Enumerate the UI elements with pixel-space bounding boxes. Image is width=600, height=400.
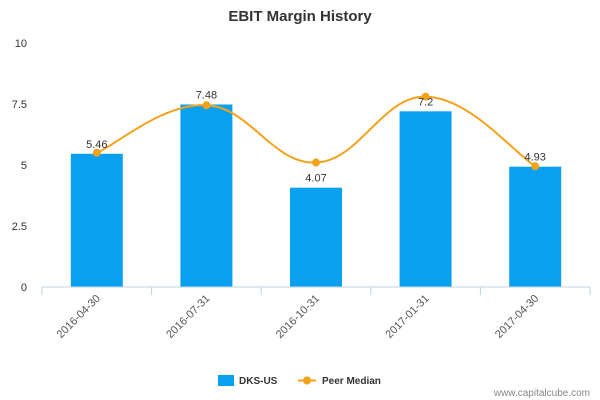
bar-data-label: 4.93 bbox=[524, 152, 545, 164]
bar-2016-04-30[interactable] bbox=[70, 153, 123, 287]
legend-label-peer-median: Peer Median bbox=[322, 376, 381, 387]
x-axis: 2016-04-30 2016-07-31 2016-10-31 2017-01-31… bbox=[41, 287, 591, 341]
peer-median-point-2016-04-30[interactable] bbox=[92, 148, 101, 157]
y-tick-label: 2.5 bbox=[12, 221, 27, 233]
bar-series bbox=[70, 104, 562, 287]
legend-swatch-bar bbox=[218, 375, 234, 386]
bar-data-label: 4.07 bbox=[305, 173, 326, 185]
y-tick-label: 7.5 bbox=[12, 99, 27, 111]
peer-median-point-2017-01-31[interactable] bbox=[421, 92, 430, 101]
x-tick-label: 2017-04-30 bbox=[493, 293, 541, 341]
peer-median-point-2016-10-31[interactable] bbox=[312, 158, 320, 167]
bar-2016-10-31[interactable] bbox=[290, 187, 342, 287]
x-tick-label: 2016-10-31 bbox=[274, 293, 322, 341]
y-tick-label: 0 bbox=[21, 282, 27, 294]
peer-median-point-2017-04-30[interactable] bbox=[531, 162, 540, 171]
bar-2016-07-31[interactable] bbox=[180, 104, 233, 287]
bar-2017-01-31[interactable] bbox=[399, 111, 452, 287]
chart-title: EBIT Margin History bbox=[228, 8, 372, 25]
legend-swatch-marker bbox=[303, 376, 311, 385]
bar-2017-04-30[interactable] bbox=[509, 166, 562, 287]
bar-data-label: 5.46 bbox=[86, 139, 107, 151]
legend: DKS-US Peer Median bbox=[218, 375, 381, 387]
bar-data-label: 7.2 bbox=[418, 96, 433, 108]
x-tick-label: 2016-07-31 bbox=[164, 293, 212, 341]
peer-median-point-2016-07-31[interactable] bbox=[202, 101, 211, 110]
legend-item-peer-median[interactable]: Peer Median bbox=[298, 376, 381, 387]
bar-data-label: 7.48 bbox=[196, 89, 217, 101]
data-labels: 5.46 7.48 4.07 7.2 4.93 bbox=[86, 89, 546, 184]
legend-label-dks-us: DKS-US bbox=[239, 376, 278, 387]
peer-median-line bbox=[96, 95, 536, 168]
y-axis: 0 2.5 5 7.5 10 bbox=[12, 38, 27, 294]
peer-median-series bbox=[92, 92, 540, 171]
x-tick-label: 2016-04-30 bbox=[55, 293, 103, 341]
y-tick-label: 5 bbox=[21, 160, 27, 172]
credit-text[interactable]: www.capitalcube.com bbox=[493, 388, 590, 399]
legend-item-dks-us[interactable]: DKS-US bbox=[218, 375, 278, 387]
y-tick-label: 10 bbox=[15, 38, 27, 50]
x-tick-label: 2017-01-31 bbox=[383, 293, 431, 341]
